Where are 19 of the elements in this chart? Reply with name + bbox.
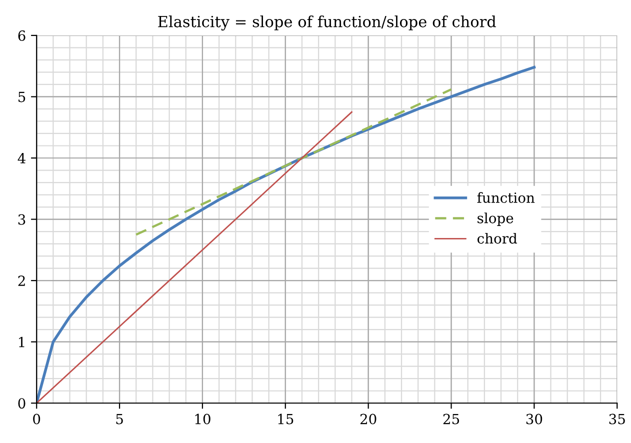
legend-label: function [477, 192, 535, 203]
y-tick-label: 3 [18, 214, 26, 225]
x-tick-label: 5 [116, 414, 123, 424]
y-tick-label: 6 [18, 30, 26, 41]
y-tick-label: 5 [18, 92, 26, 102]
x-tick-label: 0 [33, 414, 40, 424]
x-tick-label: 35 [609, 414, 625, 424]
chart-title: Elasticity = slope of function/slope of chord [158, 16, 496, 30]
legend-label: chord [478, 232, 518, 244]
x-tick-label: 10 [195, 414, 210, 424]
x-tick-label: 20 [360, 414, 376, 424]
x-tick-label: 30 [526, 414, 542, 424]
x-tick-label: 25 [443, 414, 460, 424]
legend-label: slope [478, 212, 514, 226]
y-tick-label: 2 [18, 276, 25, 286]
y-tick-label: 4 [18, 152, 26, 164]
y-tick-label: 1 [19, 336, 24, 348]
x-tick-label: 15 [278, 414, 294, 424]
y-tick-label: 0 [18, 398, 26, 409]
